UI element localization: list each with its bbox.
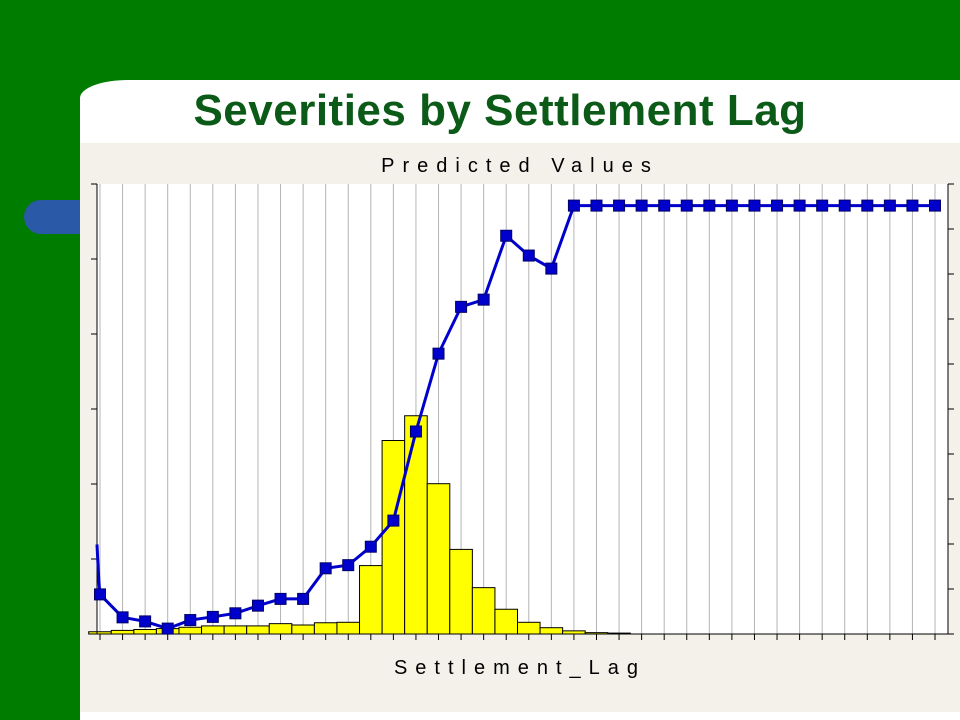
line-marker bbox=[861, 199, 874, 212]
slide-title: Severities by Settlement Lag bbox=[193, 86, 807, 135]
bottom-strip bbox=[80, 712, 960, 720]
chart-title: Predicted Values bbox=[381, 155, 659, 177]
line-marker bbox=[297, 592, 310, 605]
line-marker bbox=[567, 199, 580, 212]
line-marker bbox=[409, 425, 422, 438]
line-marker bbox=[906, 199, 919, 212]
bar bbox=[336, 621, 361, 635]
axes bbox=[91, 183, 954, 640]
line-marker bbox=[319, 562, 332, 575]
line-marker bbox=[883, 199, 896, 212]
line-marker bbox=[703, 199, 716, 212]
bar bbox=[517, 621, 541, 635]
bar bbox=[223, 625, 248, 635]
bar bbox=[201, 625, 225, 635]
bar bbox=[133, 629, 157, 635]
bar bbox=[246, 625, 270, 635]
line-marker bbox=[139, 615, 152, 628]
line-marker bbox=[500, 229, 513, 242]
bar bbox=[539, 627, 564, 635]
line-marker bbox=[771, 199, 784, 212]
line-marker bbox=[929, 199, 941, 212]
line-marker bbox=[184, 614, 197, 627]
line-marker bbox=[725, 199, 738, 212]
line-marker bbox=[432, 347, 445, 360]
bar bbox=[291, 624, 315, 635]
line-marker bbox=[590, 199, 603, 212]
line-marker bbox=[680, 199, 693, 212]
line-marker bbox=[455, 300, 468, 313]
line-marker bbox=[342, 559, 355, 572]
line-marker bbox=[635, 199, 648, 212]
line-marker bbox=[274, 592, 287, 605]
line-marker bbox=[477, 293, 490, 306]
bar bbox=[426, 483, 451, 635]
bar bbox=[178, 626, 203, 635]
line-marker bbox=[94, 588, 106, 601]
bar bbox=[381, 440, 406, 635]
bar bbox=[359, 565, 383, 635]
line-marker bbox=[793, 199, 806, 212]
bar bbox=[404, 415, 428, 635]
line-marker bbox=[364, 540, 377, 553]
line-marker bbox=[838, 199, 851, 212]
chart: Predicted Values Settlement_Lag bbox=[88, 155, 954, 679]
line-marker bbox=[387, 514, 400, 527]
line-marker bbox=[816, 199, 829, 212]
chart-panel: Predicted Values Settlement_Lag bbox=[80, 143, 960, 720]
line-marker bbox=[161, 622, 174, 635]
bar bbox=[110, 629, 135, 635]
line-marker bbox=[545, 262, 558, 275]
bar bbox=[449, 548, 473, 635]
x-axis-label: Settlement_Lag bbox=[394, 657, 646, 679]
bar bbox=[313, 622, 338, 635]
line-marker bbox=[658, 199, 671, 212]
bar bbox=[268, 623, 293, 635]
bar bbox=[471, 587, 496, 635]
line-marker bbox=[613, 199, 626, 212]
line-marker bbox=[748, 199, 761, 212]
line-series bbox=[94, 199, 941, 635]
line-marker bbox=[251, 599, 264, 612]
line-marker bbox=[206, 610, 219, 623]
bar bbox=[494, 608, 519, 635]
line-marker bbox=[116, 611, 129, 624]
line-marker bbox=[229, 607, 242, 620]
plot-area bbox=[97, 184, 948, 634]
bar-series bbox=[88, 415, 631, 635]
line-marker bbox=[522, 249, 535, 262]
